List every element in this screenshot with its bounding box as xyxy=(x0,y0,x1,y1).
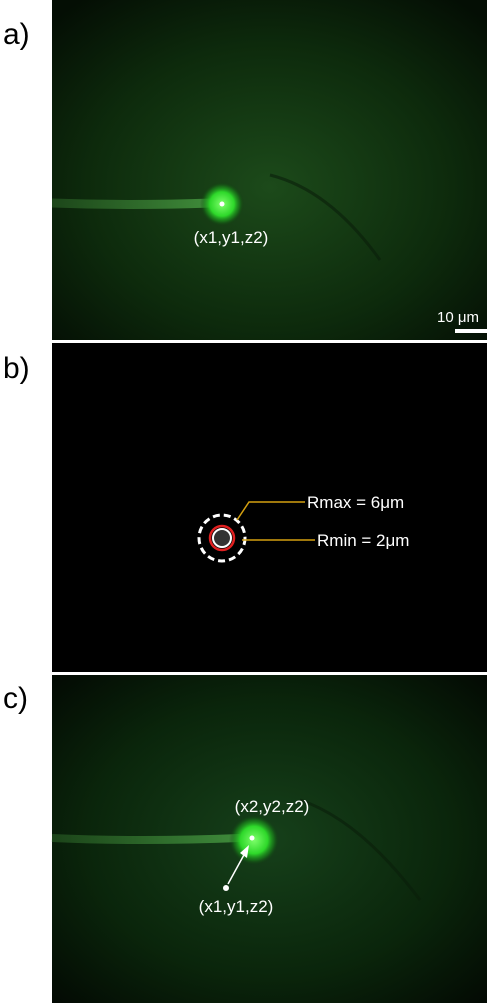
panel-a: (x1,y1,z2) 10 μm xyxy=(52,0,487,340)
rmin-circle xyxy=(212,528,232,548)
panel-label: a) xyxy=(3,18,30,51)
arrow-head xyxy=(240,845,249,858)
fiber xyxy=(51,834,241,844)
leader xyxy=(236,501,305,521)
point-label: (x1,y1,z2) xyxy=(194,228,269,247)
point xyxy=(249,835,255,841)
fiber xyxy=(52,198,213,209)
panel-label: c) xyxy=(3,682,28,715)
vessel xyxy=(269,173,382,261)
red-circle xyxy=(208,524,236,552)
image xyxy=(52,0,487,340)
vessel xyxy=(299,798,422,901)
old-point xyxy=(223,885,229,891)
rmax-label: Rmax = 6μm xyxy=(307,493,404,512)
scale-bar xyxy=(455,329,487,333)
old-point-label: (x1,y1,z2) xyxy=(199,897,274,916)
new-point-label: (x2,y2,z2) xyxy=(235,797,310,816)
bead xyxy=(229,815,279,865)
panel-b xyxy=(52,343,487,672)
point xyxy=(219,201,225,207)
rmax-circle xyxy=(197,513,247,563)
panel-label: b) xyxy=(3,352,30,385)
scale-text: 10 μm xyxy=(437,309,479,326)
rmin-label: Rmin = 2μm xyxy=(317,531,409,550)
arrow xyxy=(227,852,246,885)
